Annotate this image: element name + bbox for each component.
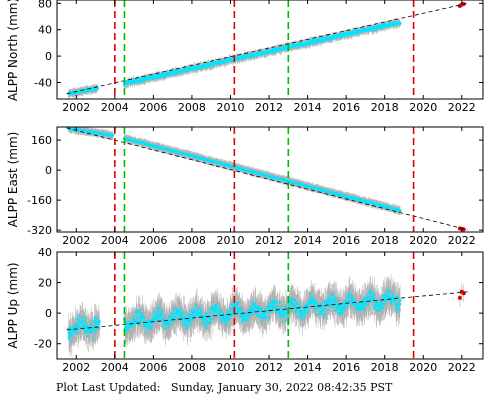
data-point [111, 133, 115, 137]
trend-line [66, 2, 468, 95]
y-axis-label: ALPP North (mm) [6, 0, 20, 101]
x-tick-label: 2016 [332, 234, 360, 247]
plot-area [66, 0, 468, 99]
plot-area [66, 127, 468, 232]
x-tick-label: 2014 [294, 101, 322, 114]
y-axis-label: ALPP East (mm) [6, 132, 20, 228]
x-tick-label: 2018 [371, 234, 399, 247]
x-tick-label: 2002 [62, 101, 90, 114]
y-tick-label: -40 [34, 77, 52, 90]
y-tick-label: 0 [45, 50, 52, 63]
x-tick-label: 2008 [178, 101, 206, 114]
x-tick-label: 2016 [332, 101, 360, 114]
x-tick-label: 2020 [409, 101, 437, 114]
panel-frame [56, 0, 484, 100]
y-tick-label: 0 [45, 164, 52, 177]
plot-area [66, 252, 468, 359]
x-tick-label: 2010 [216, 234, 244, 247]
recent-point [461, 227, 466, 232]
x-tick-label: 2020 [409, 234, 437, 247]
x-tick-label: 2010 [216, 101, 244, 114]
trend-line [66, 127, 468, 231]
x-tick-label: 2018 [371, 101, 399, 114]
y-tick-label: -160 [27, 194, 52, 207]
x-tick-label: 2004 [101, 234, 129, 247]
x-tick-label: 2012 [255, 101, 283, 114]
data-point [97, 319, 101, 323]
data-point [97, 322, 101, 326]
data-point [95, 87, 99, 91]
panel-0: 2002 2004 2006 2008 2010 2012 2014 2016 2018 2020… [6, 0, 484, 114]
x-tick-label: 2008 [178, 234, 206, 247]
x-tick-label: 2012 [255, 234, 283, 247]
x-tick-label: 2022 [448, 234, 476, 247]
x-tick-label: 2006 [139, 101, 167, 114]
y-tick-label: 80 [38, 0, 52, 10]
y-tick-label: -320 [27, 224, 52, 237]
panel-2: 2002 2004 2006 2008 2010 2012 2014 2016 2018 2020… [6, 246, 484, 374]
panel-1: 2002 2004 2006 2008 2010 2012 2014 2016 2018 2020… [6, 126, 484, 247]
panel-frame [56, 126, 484, 233]
x-tick-label: 2002 [62, 234, 90, 247]
x-tick-label: 2014 [294, 234, 322, 247]
data-point [398, 21, 402, 25]
y-tick-label: 40 [38, 24, 52, 37]
data-point [398, 209, 402, 213]
y-tick-label: 160 [31, 134, 52, 147]
x-tick-label: 2004 [101, 101, 129, 114]
x-tick-label: 2006 [139, 234, 167, 247]
x-tick-label: 2022 [448, 101, 476, 114]
